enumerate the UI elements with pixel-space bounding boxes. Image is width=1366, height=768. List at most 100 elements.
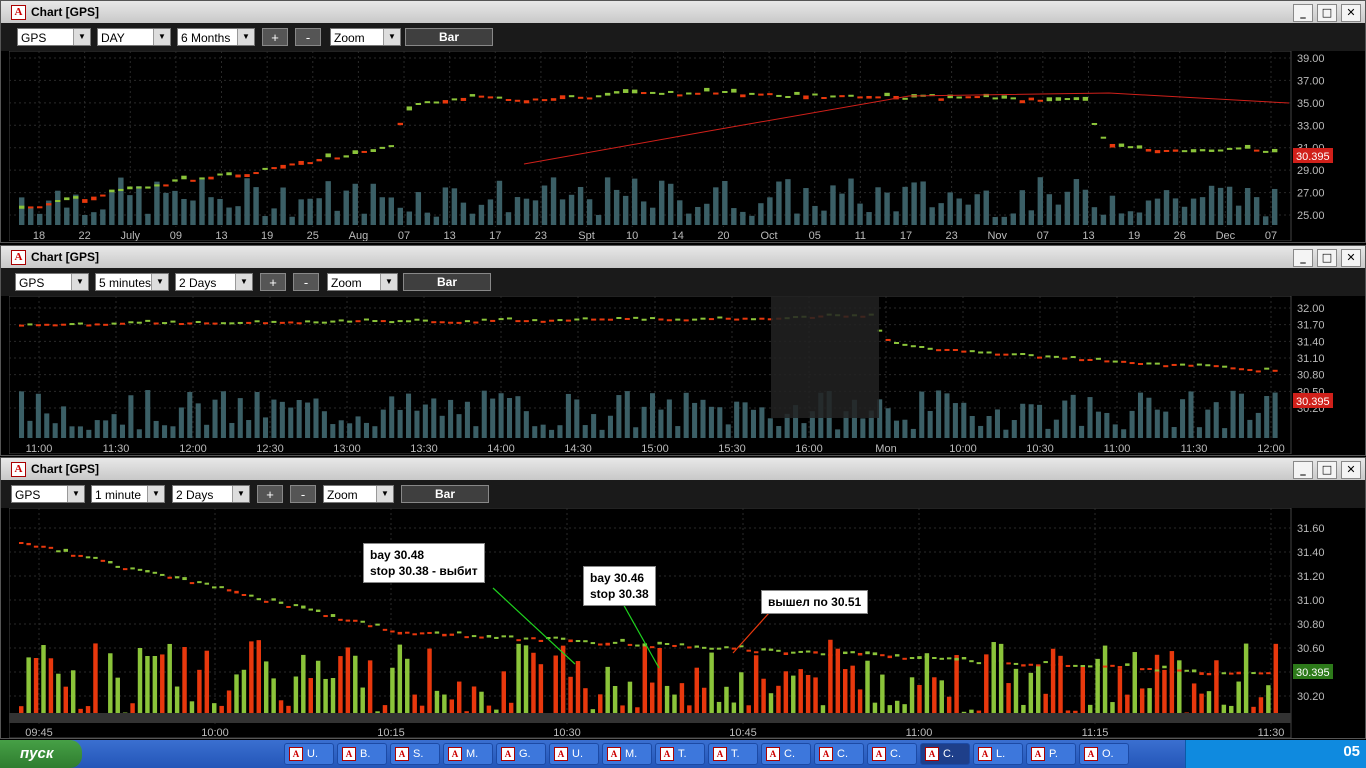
volume-bar	[389, 396, 395, 438]
taskbar-item[interactable]: A M.	[443, 743, 493, 765]
volume-bar	[984, 654, 989, 722]
taskbar-item[interactable]: A C.	[920, 743, 970, 765]
chevron-down-icon[interactable]: ▼	[232, 486, 249, 502]
price-candle	[469, 94, 476, 97]
price-candle	[924, 655, 930, 658]
volume-bar	[249, 641, 254, 722]
price-candle	[100, 194, 106, 197]
taskbar-item[interactable]: A T.	[708, 743, 758, 765]
zoom-select[interactable]: Zoom ▼	[330, 28, 401, 46]
taskbar-item[interactable]: A B.	[337, 743, 387, 765]
intraday-5min-chart[interactable]: 32.0031.7031.4031.1030.8030.5030.2011:00…	[9, 296, 1366, 454]
volume-bar	[280, 187, 286, 225]
volume-bar	[709, 652, 714, 722]
zoom-select[interactable]: Zoom ▼	[327, 273, 398, 291]
price-candle	[724, 646, 729, 649]
close-icon[interactable]: ✕	[1341, 4, 1361, 22]
minimize-icon[interactable]: _	[1293, 4, 1313, 22]
title-bar[interactable]: A Chart [GPS] _ □ ✕	[1, 1, 1365, 23]
price-candle	[559, 95, 566, 100]
app-icon: A	[395, 747, 409, 762]
interval-select[interactable]: 5 minutes ▼	[95, 273, 169, 291]
zoom-select[interactable]: Zoom ▼	[323, 485, 394, 503]
price-candle	[478, 95, 485, 98]
interval-select[interactable]: DAY ▼	[97, 28, 171, 46]
chevron-down-icon[interactable]: ▼	[380, 274, 397, 290]
close-icon[interactable]: ✕	[1341, 249, 1361, 267]
bar-type-button[interactable]: Bar	[401, 485, 489, 503]
taskbar-item[interactable]: A C.	[814, 743, 864, 765]
zoom-out-button[interactable]: -	[293, 273, 319, 291]
maximize-icon[interactable]: □	[1317, 249, 1337, 267]
symbol-select[interactable]: GPS ▼	[11, 485, 85, 503]
chevron-down-icon[interactable]: ▼	[153, 29, 170, 45]
volume-bar	[683, 392, 689, 438]
volume-bar	[523, 198, 530, 225]
range-select[interactable]: 2 Days ▼	[175, 273, 253, 291]
volume-bar	[235, 206, 241, 225]
time-tick-label: 15:00	[641, 443, 669, 454]
price-candle	[56, 550, 61, 553]
price-tick-label: 29.00	[1297, 165, 1325, 177]
chevron-down-icon[interactable]: ▼	[71, 274, 88, 290]
chevron-down-icon[interactable]: ▼	[147, 486, 164, 502]
zoom-out-button[interactable]: -	[290, 485, 316, 503]
range-select[interactable]: 6 Months ▼	[177, 28, 255, 46]
chevron-down-icon[interactable]: ▼	[383, 29, 400, 45]
bar-type-button[interactable]: Bar	[403, 273, 491, 291]
interval-select[interactable]: 1 minute ▼	[91, 485, 165, 503]
daily-price-chart[interactable]: 39.0037.0035.0033.0031.0029.0027.0025.00…	[9, 51, 1366, 241]
symbol-select[interactable]: GPS ▼	[15, 273, 89, 291]
volume-bar	[197, 669, 202, 722]
intraday-1min-chart[interactable]: 31.6031.4031.2031.0030.8030.6030.4030.20…	[9, 508, 1366, 738]
price-candle	[330, 614, 336, 617]
maximize-icon[interactable]: □	[1317, 461, 1337, 479]
price-candle	[969, 660, 974, 663]
taskbar-item[interactable]: A L.	[973, 743, 1023, 765]
chevron-down-icon[interactable]: ▼	[376, 486, 393, 502]
volume-bar	[212, 399, 218, 438]
time-tick-label: 18	[33, 230, 45, 241]
volume-bar	[1235, 205, 1242, 225]
chevron-down-icon[interactable]: ▼	[73, 29, 90, 45]
bar-type-button[interactable]: Bar	[405, 28, 493, 46]
taskbar-item[interactable]: A C.	[761, 743, 811, 765]
close-icon[interactable]: ✕	[1341, 461, 1361, 479]
zoom-in-button[interactable]: +	[260, 273, 286, 291]
volume-bar	[740, 211, 746, 225]
volume-bar	[1037, 177, 1044, 225]
taskbar-item[interactable]: A C.	[867, 743, 917, 765]
taskbar-item[interactable]: A T.	[655, 743, 705, 765]
zoom-in-button[interactable]: +	[262, 28, 288, 46]
price-candle	[189, 582, 195, 585]
taskbar-item[interactable]: A S.	[390, 743, 440, 765]
chevron-down-icon[interactable]: ▼	[67, 486, 84, 502]
taskbar-item[interactable]: A P.	[1026, 743, 1076, 765]
zoom-in-button[interactable]: +	[257, 485, 283, 503]
zoom-out-button[interactable]: -	[295, 28, 321, 46]
symbol-select[interactable]: GPS ▼	[17, 28, 91, 46]
app-icon: A	[448, 747, 462, 762]
title-bar[interactable]: A Chart [GPS] _ □ ✕	[1, 246, 1365, 268]
zoom-value: Zoom	[334, 31, 365, 45]
taskbar-item[interactable]: A U.	[284, 743, 334, 765]
chevron-down-icon[interactable]: ▼	[235, 274, 252, 290]
taskbar-item[interactable]: A M.	[602, 743, 652, 765]
taskbar-item[interactable]: A G.	[496, 743, 546, 765]
volume-bar	[433, 216, 440, 225]
taskbar-item[interactable]: A O.	[1079, 743, 1129, 765]
minimize-icon[interactable]: _	[1293, 249, 1313, 267]
minimize-icon[interactable]: _	[1293, 461, 1313, 479]
price-candle	[353, 619, 358, 622]
chevron-down-icon[interactable]: ▼	[237, 29, 254, 45]
taskbar-item[interactable]: A U.	[549, 743, 599, 765]
start-button[interactable]: пуск	[0, 740, 82, 768]
maximize-icon[interactable]: □	[1317, 4, 1337, 22]
range-select[interactable]: 2 Days ▼	[172, 485, 250, 503]
volume-bar	[919, 391, 925, 438]
volume-bar	[664, 685, 670, 722]
price-candle	[821, 97, 827, 100]
title-bar[interactable]: A Chart [GPS] _ □ ✕	[1, 458, 1365, 480]
price-candle	[1190, 149, 1197, 153]
chevron-down-icon[interactable]: ▼	[151, 274, 168, 290]
